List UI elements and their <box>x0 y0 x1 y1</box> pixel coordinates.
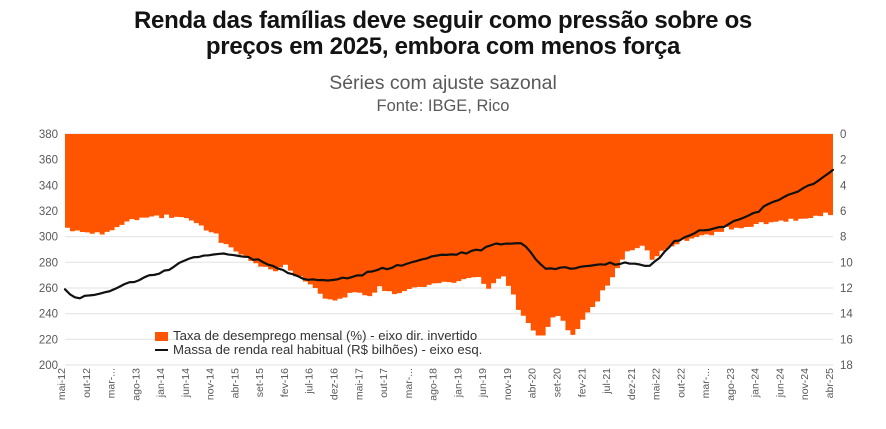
svg-text:abr-15: abr-15 <box>229 368 241 399</box>
svg-text:280: 280 <box>39 257 58 269</box>
svg-text:6: 6 <box>840 206 846 218</box>
svg-text:220: 220 <box>39 334 58 346</box>
svg-text:260: 260 <box>39 283 58 295</box>
svg-text:set-20: set-20 <box>552 368 564 397</box>
svg-text:ago-13: ago-13 <box>130 368 142 401</box>
svg-text:ago-18: ago-18 <box>428 368 440 401</box>
svg-text:out-17: out-17 <box>378 368 390 398</box>
svg-text:nov-14: nov-14 <box>205 368 217 400</box>
svg-text:12: 12 <box>840 283 853 295</box>
svg-text:ago-23: ago-23 <box>725 368 737 401</box>
svg-text:fev-21: fev-21 <box>576 368 588 397</box>
svg-text:fev-16: fev-16 <box>279 368 291 397</box>
svg-text:jun-19: jun-19 <box>477 368 489 398</box>
svg-text:dez-16: dez-16 <box>329 368 341 400</box>
svg-text:out-22: out-22 <box>675 368 687 398</box>
svg-text:mar-...: mar-... <box>106 368 118 398</box>
svg-text:mar-...: mar-... <box>700 368 712 398</box>
svg-text:2: 2 <box>840 155 846 167</box>
svg-text:mar-...: mar-... <box>403 368 415 398</box>
svg-text:8: 8 <box>840 232 846 244</box>
svg-text:4: 4 <box>840 180 847 192</box>
svg-text:jun-14: jun-14 <box>180 368 192 398</box>
svg-text:340: 340 <box>39 180 58 192</box>
svg-text:16: 16 <box>840 334 853 346</box>
svg-text:out-12: out-12 <box>81 368 93 398</box>
svg-text:320: 320 <box>39 206 58 218</box>
svg-text:abr-20: abr-20 <box>527 368 539 399</box>
svg-text:set-15: set-15 <box>254 368 266 397</box>
svg-text:mai-22: mai-22 <box>651 368 663 400</box>
svg-text:jun-24: jun-24 <box>775 368 787 398</box>
svg-text:14: 14 <box>840 309 853 321</box>
svg-text:10: 10 <box>840 257 853 269</box>
svg-text:jan-19: jan-19 <box>452 368 464 398</box>
svg-text:0: 0 <box>840 129 846 141</box>
svg-text:mai-12: mai-12 <box>56 368 68 400</box>
svg-text:240: 240 <box>39 309 58 321</box>
svg-text:jan-14: jan-14 <box>155 368 167 398</box>
svg-text:jan-24: jan-24 <box>750 368 762 398</box>
svg-text:jul-21: jul-21 <box>601 368 613 395</box>
svg-text:dez-21: dez-21 <box>626 368 638 400</box>
svg-text:18: 18 <box>840 360 853 372</box>
svg-text:mai-17: mai-17 <box>353 368 365 400</box>
svg-text:360: 360 <box>39 155 58 167</box>
svg-text:jul-16: jul-16 <box>304 368 316 395</box>
svg-text:300: 300 <box>39 232 58 244</box>
svg-text:nov-24: nov-24 <box>799 368 811 400</box>
svg-text:380: 380 <box>39 129 58 141</box>
svg-text:abr-25: abr-25 <box>824 368 836 399</box>
svg-text:nov-19: nov-19 <box>502 368 514 400</box>
